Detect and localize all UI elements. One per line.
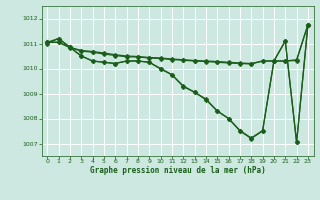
X-axis label: Graphe pression niveau de la mer (hPa): Graphe pression niveau de la mer (hPa) xyxy=(90,166,266,175)
